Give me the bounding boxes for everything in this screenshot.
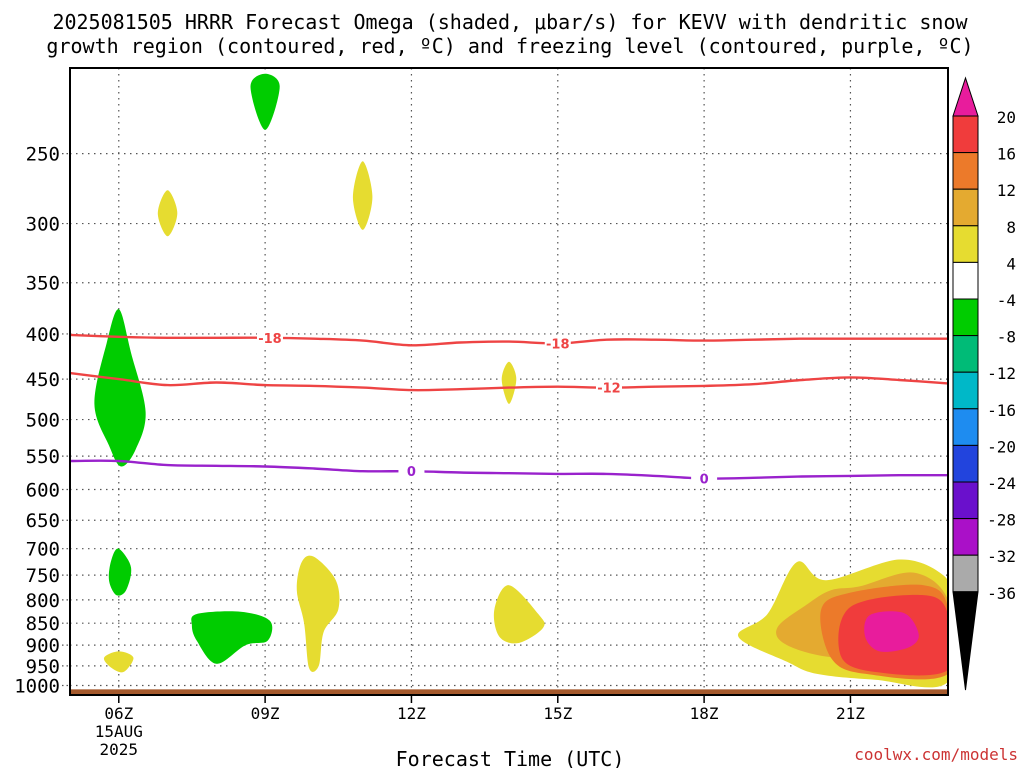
y-tick-label: 450	[26, 369, 60, 391]
colorbar-label: -12	[987, 364, 1016, 383]
colorbar-swatch	[952, 188, 979, 227]
colorbar-swatch	[952, 261, 979, 300]
omega-region	[157, 190, 178, 237]
dgz-contour-minus18-label-bg	[256, 329, 283, 346]
x-tick-sublabel: 2025	[100, 740, 139, 759]
x-tick-label: 09Z	[251, 704, 280, 723]
dgz-contour-minus18-label: -18	[258, 332, 282, 347]
omega-region	[250, 73, 280, 130]
colorbar-swatch	[952, 115, 979, 154]
terrain	[70, 689, 948, 695]
colorbar-top-arrow	[952, 76, 979, 117]
colorbar-swatch	[952, 225, 979, 263]
dgz-contour-minus12-line	[70, 371, 948, 392]
colorbar-label: 20	[997, 108, 1016, 127]
freezing-level-contour-label: 0	[700, 472, 709, 487]
omega-region	[94, 309, 146, 467]
colorbar-swatch	[952, 298, 979, 337]
colorbar-label: 12	[997, 181, 1016, 200]
contour-lines: -18 -18 -12 0 0	[70, 329, 948, 487]
y-tick-label: 850	[26, 613, 60, 635]
y-tick-label: 900	[26, 635, 60, 657]
y-tick-label: 700	[26, 539, 60, 561]
colorbar-swatch	[952, 518, 979, 556]
colorbar-label: -32	[987, 547, 1016, 566]
x-tick-label: 15Z	[543, 704, 572, 723]
chart-title-line-1: 2025081505 HRRR Forecast Omega (shaded, …	[52, 10, 968, 34]
y-tick-label: 550	[26, 446, 60, 468]
chart-title-line-2: growth region (contoured, red, ºC) and f…	[46, 34, 973, 58]
terrain-fill	[70, 689, 948, 695]
colorbar-label: 8	[1006, 218, 1016, 237]
x-tick-sublabel: 15AUG	[95, 722, 143, 741]
y-tick-label: 650	[26, 510, 60, 532]
y-tick-label: 300	[26, 214, 60, 236]
colorbar-label: -28	[987, 511, 1016, 530]
y-tick-label: 350	[26, 273, 60, 295]
colorbar: 20 16 12 8 4 -4 -8 -12 -16 -20 -24 -28 -32 -36	[952, 76, 1016, 691]
omega-region	[191, 611, 273, 664]
y-tick-label: 250	[26, 144, 60, 166]
dgz-contour-minus18-label-bg	[544, 335, 571, 352]
y-tick-label: 750	[26, 565, 60, 587]
omega-region	[103, 651, 134, 673]
colorbar-swatch	[952, 481, 979, 520]
y-tick-label: 800	[26, 590, 60, 612]
y-axis: 2503003504004505005506006507007508008509…	[14, 144, 70, 698]
y-tick-label: 950	[26, 656, 60, 678]
freezing-level-contour-line	[70, 459, 948, 480]
x-tick-label: 12Z	[397, 704, 426, 723]
colorbar-label: -24	[987, 474, 1016, 493]
colorbar-swatch	[952, 335, 979, 373]
colorbar-label: -4	[997, 291, 1016, 310]
omega-region	[501, 361, 517, 404]
omega-region	[864, 611, 919, 652]
colorbar-swatch	[952, 444, 979, 483]
dgz-contour-minus18-label: -18	[546, 337, 570, 352]
freezing-level-contour-label: 0	[407, 465, 416, 480]
y-tick-label: 1000	[14, 676, 60, 698]
dgz-contour-minus18-line	[70, 333, 948, 347]
omega-region	[296, 555, 340, 672]
colorbar-label: -36	[987, 584, 1016, 603]
omega-region	[493, 585, 545, 644]
colorbar-swatch	[952, 152, 979, 190]
omega-shading	[94, 73, 948, 688]
colorbar-bottom-arrow	[952, 591, 979, 691]
colorbar-swatch	[952, 371, 979, 410]
colorbar-label: -20	[987, 437, 1016, 456]
freezing-level-contour-label-bg	[398, 463, 425, 480]
colorbar-label: 4	[1006, 254, 1016, 273]
y-tick-label: 500	[26, 410, 60, 432]
colorbar-label: -8	[997, 328, 1016, 347]
dgz-contour-minus12-label-bg	[595, 379, 622, 396]
plot-frame	[69, 67, 949, 696]
colorbar-label: 16	[997, 145, 1016, 164]
omega-region	[352, 161, 373, 230]
y-tick-label: 400	[26, 324, 60, 346]
dgz-contour-minus12-label: -12	[597, 382, 621, 397]
x-tick-label: 18Z	[690, 704, 719, 723]
x-tick-label: 06Z	[104, 704, 133, 723]
omega-region	[108, 548, 132, 596]
y-tick-label: 600	[26, 480, 60, 502]
x-tick-label: 21Z	[836, 704, 865, 723]
x-axis-title: Forecast Time (UTC)	[396, 747, 625, 768]
colorbar-swatch	[952, 554, 979, 593]
colorbar-label: -16	[987, 401, 1016, 420]
credit-text: coolwx.com/models	[854, 745, 1018, 764]
colorbar-swatch	[952, 408, 979, 446]
freezing-level-contour-label-bg	[691, 470, 718, 487]
